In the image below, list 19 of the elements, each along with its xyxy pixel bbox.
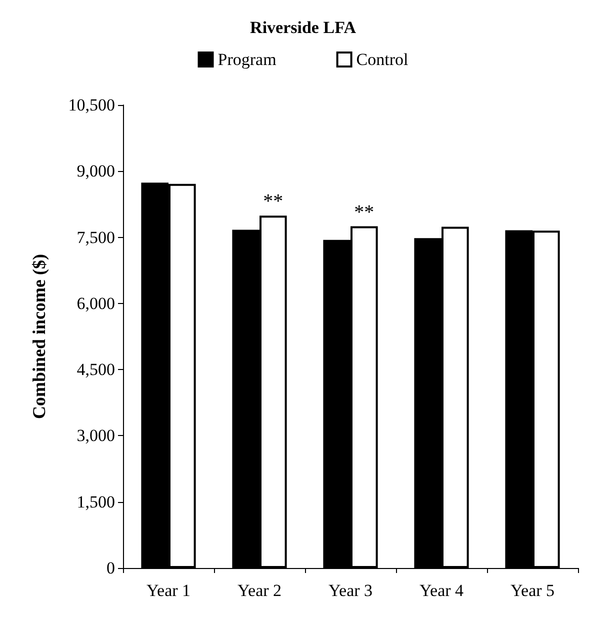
y-tick-label: 9,000 xyxy=(76,162,115,181)
y-tick-label: 7,500 xyxy=(76,228,115,247)
annotation: ** xyxy=(263,190,284,213)
y-tick-label: 0 xyxy=(106,558,115,578)
legend-label: Control xyxy=(356,50,409,69)
chart-title: Riverside LFA xyxy=(250,18,357,37)
x-tick-label: Year 2 xyxy=(237,581,282,600)
y-tick-label: 3,000 xyxy=(76,426,115,446)
legend-label: Program xyxy=(218,50,276,69)
y-tick-label: 4,500 xyxy=(76,360,115,380)
x-tick-label: Year 5 xyxy=(510,581,555,600)
x-tick-label: Year 3 xyxy=(328,581,373,600)
y-axis-title: Combined income ($) xyxy=(29,254,49,419)
x-tick-label: Year 4 xyxy=(419,581,464,600)
y-tick-label: 1,500 xyxy=(76,492,115,512)
y-tick-label: 6,000 xyxy=(76,294,115,313)
y-tick-label: 10,500 xyxy=(68,96,115,114)
annotation: ** xyxy=(354,201,374,224)
x-tick-label: Year 1 xyxy=(146,581,191,600)
